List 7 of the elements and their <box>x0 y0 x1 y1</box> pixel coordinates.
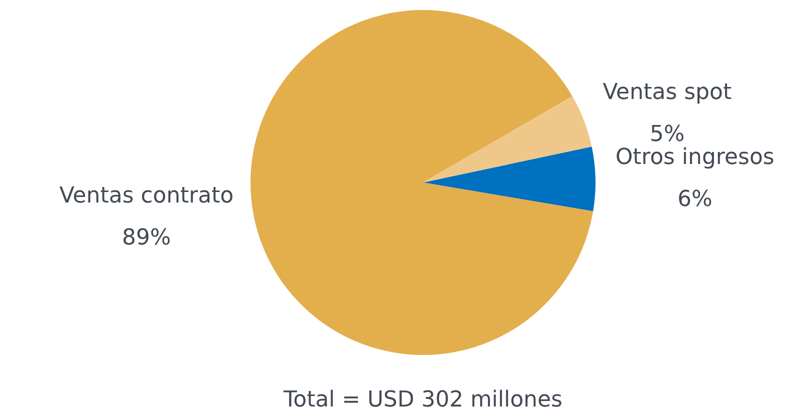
data-label: 89% <box>122 225 171 250</box>
data-label: 6% <box>677 187 712 212</box>
slice-label: Ventas spot <box>602 80 732 106</box>
text: Total = USD 302 millones <box>282 388 562 413</box>
slice-label: Ventas contrato <box>59 183 234 208</box>
slice-label: Otros ingresos <box>615 145 774 170</box>
data-label: 5% <box>650 122 685 148</box>
